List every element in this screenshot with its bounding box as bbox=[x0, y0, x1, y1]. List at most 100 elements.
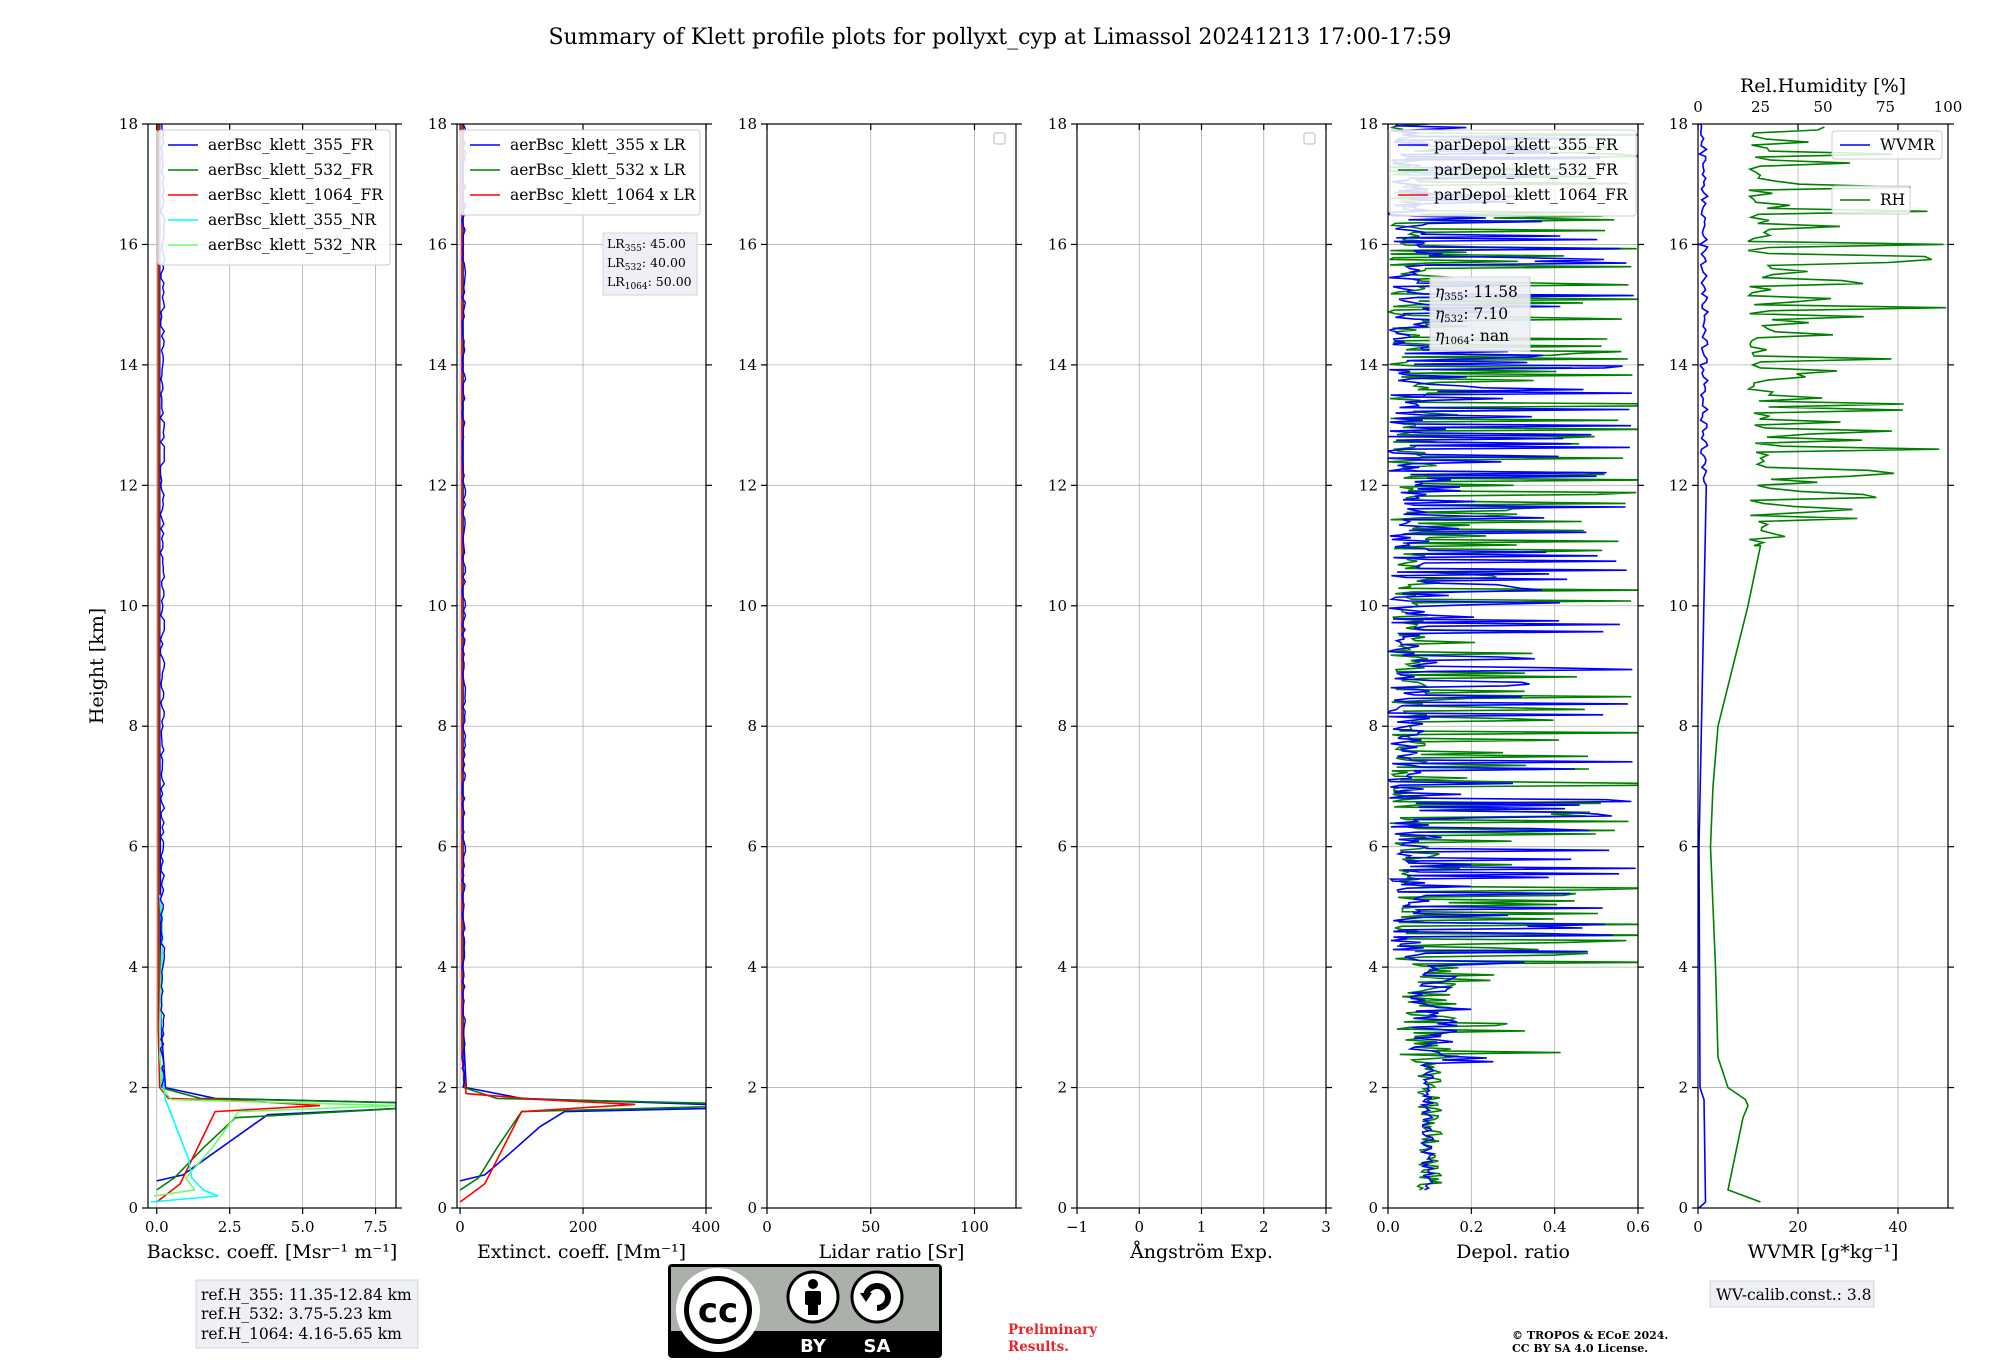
y-tick-label: 6 bbox=[1368, 838, 1378, 856]
top-x-tick-label: 50 bbox=[1813, 98, 1832, 116]
y-tick-label: 10 bbox=[1669, 597, 1688, 615]
axes-frame bbox=[147, 123, 397, 1209]
x-tick-label: 200 bbox=[569, 1218, 598, 1236]
lr-label: LR bbox=[607, 236, 625, 251]
x-tick-label: 0.0 bbox=[1376, 1218, 1400, 1236]
eta-sub: 1064 bbox=[1444, 336, 1469, 347]
cc-label: cc bbox=[698, 1291, 738, 1331]
y-tick-label: 4 bbox=[128, 958, 138, 976]
legend-label: parDepol_klett_355_FR bbox=[1434, 136, 1619, 154]
x-tick-label: −1 bbox=[1066, 1218, 1088, 1236]
attribution-person-icon bbox=[786, 1270, 840, 1324]
y-tick-label: 8 bbox=[437, 717, 447, 735]
y-tick-label: 4 bbox=[1678, 958, 1688, 976]
reference-height-box: ref.H_355: 11.35-12.84 km ref.H_532: 3.7… bbox=[195, 1279, 419, 1349]
x-tick-label: 40 bbox=[1888, 1218, 1907, 1236]
x-axis-label: WVMR [g*kg⁻¹] bbox=[1748, 1241, 1899, 1263]
grid-bsc bbox=[148, 123, 396, 1209]
panel-wv: 0 20 40 0 2 4 6 8 10 12 14 16 18 WVMR [g*kg⁻¹] Rel.Hum… bbox=[1669, 75, 1962, 1263]
legend-depol: parDepol_klett_355_FR parDepol_klett_532_… bbox=[1389, 129, 1637, 217]
empty-legend-box bbox=[1303, 132, 1316, 145]
eta-355: η355: 11.58 bbox=[1435, 283, 1518, 303]
x-tick-label: 50 bbox=[861, 1218, 880, 1236]
y-tick-label: 6 bbox=[747, 838, 757, 856]
legend-label: aerBsc_klett_1064 x LR bbox=[510, 186, 697, 204]
y-tick-label: 14 bbox=[738, 356, 757, 374]
legend-wv: WVMR RH bbox=[1831, 130, 1943, 215]
x-tick-label: 0 bbox=[1693, 1218, 1703, 1236]
grid-lr bbox=[766, 123, 1016, 1209]
eta-value: : 11.58 bbox=[1463, 283, 1518, 301]
x-axis-label: Extinct. coeff. [Mm⁻¹] bbox=[477, 1241, 686, 1263]
panel-ext: 0 200 400 0 2 4 6 8 10 12 14 16 18 Extinct. coeff. [M… bbox=[428, 115, 720, 1263]
eta-value: : nan bbox=[1470, 327, 1509, 345]
y-tick-label: 12 bbox=[1048, 476, 1067, 494]
series-line-aerBsc-klett-532-NR bbox=[153, 906, 396, 1197]
share-alike-icon bbox=[850, 1270, 904, 1324]
copyright-line-1: © TROPOS & ECoE 2024. bbox=[1512, 1329, 1668, 1342]
top-x-tick-label: 0 bbox=[1693, 98, 1703, 116]
y-tick-label: 6 bbox=[1057, 838, 1067, 856]
series-line-RH bbox=[1709, 126, 1947, 1203]
y-tick-label: 14 bbox=[1048, 356, 1067, 374]
legend-label: WVMR bbox=[1880, 136, 1936, 154]
lr-value: : 40.00 bbox=[642, 255, 686, 270]
legend-label: RH bbox=[1880, 191, 1905, 209]
x-tick-label: 0.2 bbox=[1459, 1218, 1483, 1236]
y-tick-label: 18 bbox=[1048, 115, 1067, 133]
figure-title: Summary of Klett profile plots for polly… bbox=[548, 25, 1451, 50]
x-tick-label: 0 bbox=[762, 1218, 772, 1236]
y-tick-label: 18 bbox=[1359, 115, 1378, 133]
refh-532: ref.H_532: 3.75-5.23 km bbox=[201, 1305, 392, 1323]
y-tick-label: 18 bbox=[1669, 115, 1688, 133]
series-line-aerBsc-klett-532-x-LR bbox=[459, 124, 706, 1191]
y-tick-label: 2 bbox=[128, 1079, 138, 1097]
lr-sub: 1064 bbox=[625, 282, 648, 292]
x-tick-label: 0.0 bbox=[145, 1218, 169, 1236]
y-tick-label: 12 bbox=[428, 476, 447, 494]
lidar-ratio-1064: LR1064: 50.00 bbox=[607, 274, 692, 292]
y-tick-label: 8 bbox=[1057, 717, 1067, 735]
y-tick-label: 4 bbox=[1057, 958, 1067, 976]
y-tick-label: 16 bbox=[119, 235, 138, 253]
by-label: BY bbox=[800, 1336, 827, 1357]
top-x-tick-label: 25 bbox=[1751, 98, 1770, 116]
legend-label: aerBsc_klett_1064_FR bbox=[208, 186, 384, 204]
copyright-line-2: CC BY SA 4.0 License. bbox=[1512, 1342, 1648, 1355]
y-tick-label: 10 bbox=[1359, 597, 1378, 615]
series-line-WVMR bbox=[1698, 124, 1710, 1208]
series-ext bbox=[459, 124, 706, 1203]
y-tick-label: 0 bbox=[747, 1199, 757, 1217]
y-tick-label: 12 bbox=[738, 476, 757, 494]
series-bsc bbox=[150, 124, 396, 1203]
legend-label: aerBsc_klett_532_FR bbox=[208, 161, 374, 179]
grid-wv bbox=[1697, 123, 1948, 1209]
top-x-tick-label: 100 bbox=[1934, 98, 1963, 116]
y-tick-label: 16 bbox=[1048, 235, 1067, 253]
top-x-tick-label: 75 bbox=[1876, 98, 1895, 116]
lr-sub: 355 bbox=[625, 244, 642, 254]
y-tick-label: 2 bbox=[747, 1079, 757, 1097]
panel-depol: 0.0 0.2 0.4 0.6 0 2 4 6 8 10 12 14 16 18 Depol. ratio p… bbox=[1359, 115, 1650, 1263]
lr-label: LR bbox=[607, 274, 625, 289]
legend-label: aerBsc_klett_532 x LR bbox=[510, 161, 687, 179]
y-tick-label: 0 bbox=[1057, 1199, 1067, 1217]
x-tick-label: 20 bbox=[1788, 1218, 1807, 1236]
refh-355: ref.H_355: 11.35-12.84 km bbox=[201, 1286, 412, 1304]
y-tick-label: 4 bbox=[747, 958, 757, 976]
y-tick-label: 2 bbox=[1057, 1079, 1067, 1097]
y-tick-label: 8 bbox=[747, 717, 757, 735]
eta-value: : 7.10 bbox=[1463, 305, 1508, 323]
axes-frame bbox=[1387, 123, 1639, 1209]
lr-value: : 50.00 bbox=[648, 274, 692, 289]
y-tick-label: 0 bbox=[437, 1199, 447, 1217]
top-x-axis-label: Rel.Humidity [%] bbox=[1740, 75, 1906, 97]
x-axis-label: Depol. ratio bbox=[1456, 1241, 1570, 1263]
legend-ext: aerBsc_klett_355 x LR aerBsc_klett_532 x … bbox=[459, 129, 701, 216]
eta-symbol: η bbox=[1435, 305, 1445, 323]
eta-1064: η1064: nan bbox=[1435, 327, 1509, 347]
y-tick-label: 16 bbox=[428, 235, 447, 253]
y-tick-label: 4 bbox=[437, 958, 447, 976]
